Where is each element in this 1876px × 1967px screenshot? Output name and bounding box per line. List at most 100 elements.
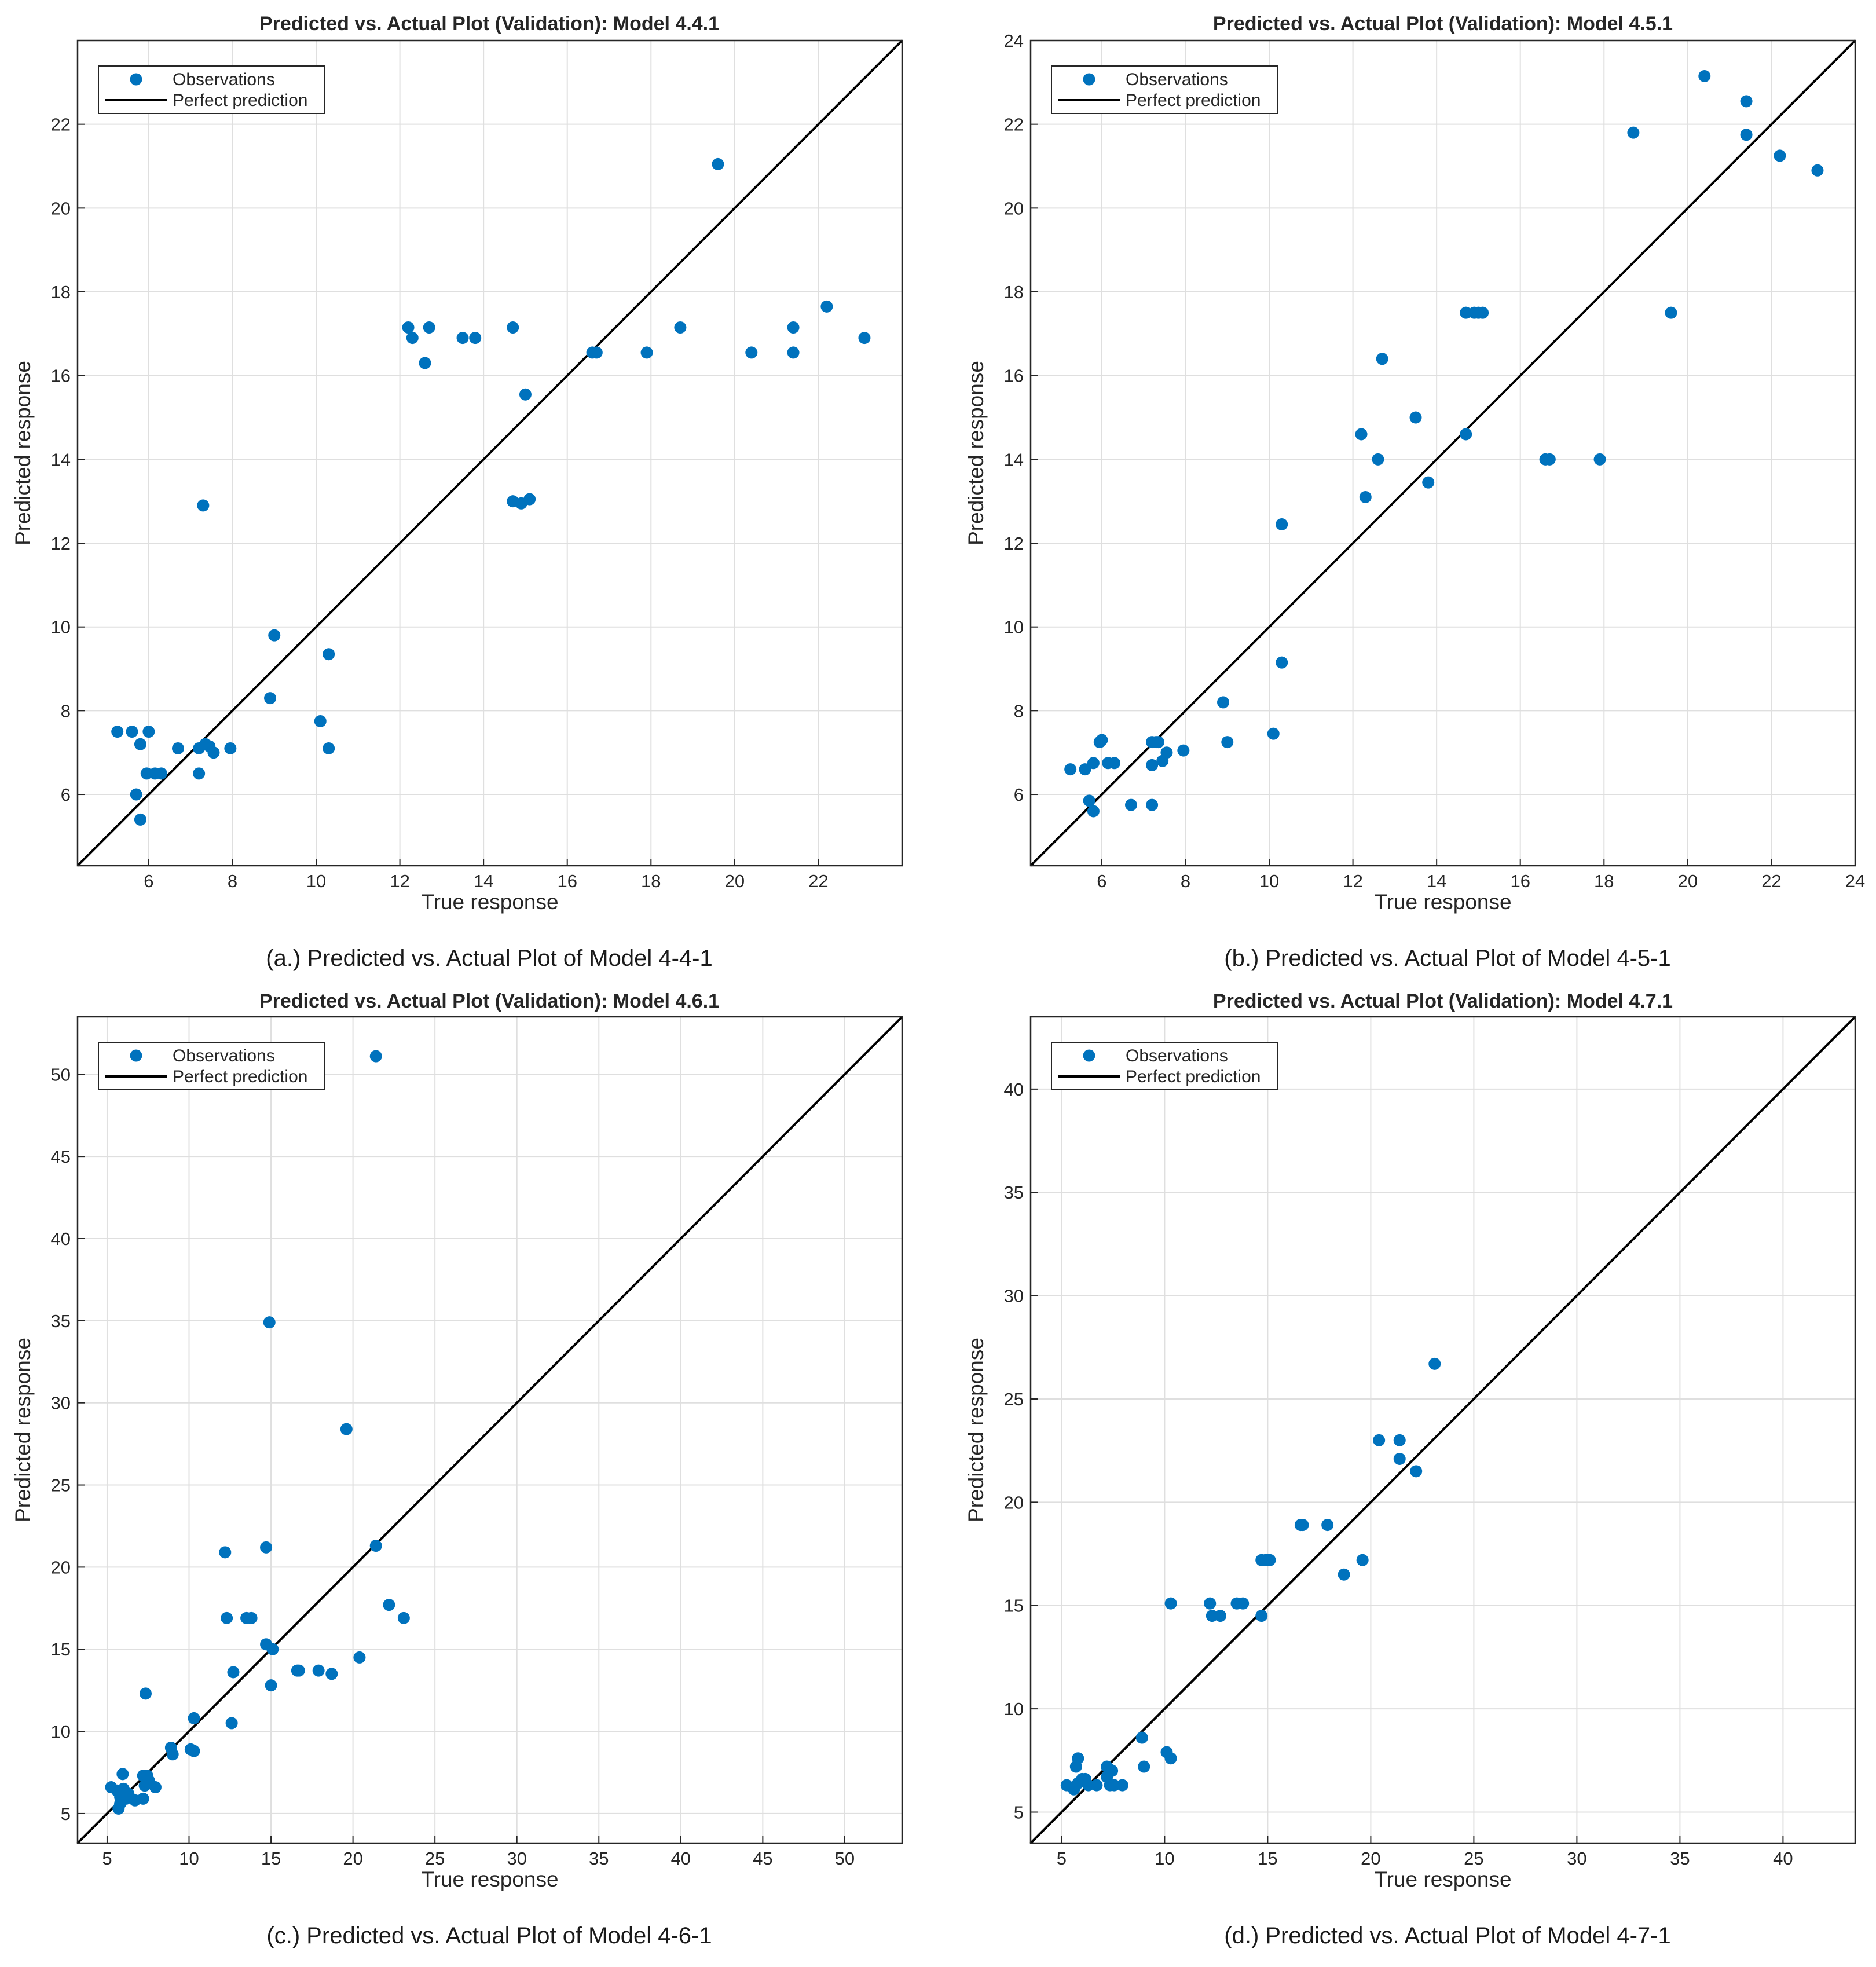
- panel-d-caption: (d.) Predicted vs. Actual Plot of Model …: [1224, 1923, 1670, 1948]
- panel-a-observation-point-25: [423, 321, 435, 334]
- panel-b-observation-point-9: [1124, 798, 1137, 811]
- panel-d-x-axis-label: True response: [1374, 1867, 1511, 1891]
- panel-a-x-axis-label: True response: [421, 890, 558, 914]
- panel-d-observation-point-38: [1373, 1434, 1386, 1446]
- panel-d-observation-point-40: [1393, 1452, 1406, 1465]
- panel-b-xtick-label-0: 6: [1097, 871, 1106, 891]
- panel-c-observation-point-24: [225, 1717, 238, 1730]
- panel-d-xtick-label-3: 20: [1361, 1848, 1380, 1869]
- panel-c-xtick-label-6: 35: [589, 1848, 609, 1869]
- panel-b-observation-point-22: [1276, 656, 1288, 669]
- panel-b-xtick-label-5: 16: [1510, 871, 1530, 891]
- panel-d-ytick-label-6: 35: [1004, 1182, 1024, 1203]
- panel-a-observation-point-16: [224, 742, 237, 754]
- panel-a-observation-point-2: [130, 788, 142, 801]
- panel-d-y-axis-label: Predicted response: [964, 1338, 988, 1522]
- panel-c-caption: (c.) Predicted vs. Actual Plot of Model …: [266, 1923, 712, 1948]
- panel-b-observation-point-4: [1087, 757, 1100, 770]
- panel-c-xtick-label-5: 30: [507, 1848, 526, 1869]
- panel-d-xtick-label-5: 30: [1567, 1848, 1586, 1869]
- panel-d: Predicted vs. Actual Plot (Validation): …: [964, 990, 1856, 1948]
- panel-a-ytick-label-2: 10: [51, 617, 71, 638]
- panel-d-xtick-label-6: 35: [1670, 1848, 1690, 1869]
- panel-d-observation-point-9: [1090, 1779, 1103, 1792]
- panel-d-ytick-label-2: 15: [1004, 1596, 1024, 1616]
- panel-b-observation-point-26: [1376, 353, 1388, 365]
- panel-d-observation-point-17: [1135, 1731, 1148, 1744]
- panel-b-ytick-label-3: 12: [1004, 533, 1024, 554]
- panel-c-ytick-label-5: 30: [51, 1393, 71, 1413]
- panel-a-observation-point-39: [787, 321, 800, 334]
- panel-c-observation-point-18: [166, 1748, 179, 1761]
- panel-b-observation-point-10: [1146, 759, 1159, 771]
- panel-a-axes-frame: [76, 39, 903, 867]
- panel-d-legend-observations-label: Observations: [1126, 1046, 1228, 1065]
- panel-b-observation-point-25: [1372, 453, 1384, 466]
- panel-b-ytick-label-7: 20: [1004, 198, 1024, 218]
- panel-b-observation-point-2: [1083, 794, 1095, 807]
- panel-b-xtick-label-1: 8: [1181, 871, 1190, 891]
- panel-c-ytick-label-1: 10: [51, 1721, 71, 1742]
- panel-d-observation-point-37: [1356, 1554, 1369, 1566]
- panel-c-observation-point-21: [188, 1712, 200, 1724]
- panel-b-observation-point-30: [1460, 428, 1472, 441]
- panel-b-observation-point-0: [1064, 763, 1077, 776]
- panel-a-observation-point-34: [590, 346, 603, 359]
- panel-b-observation-point-28: [1422, 476, 1435, 489]
- panel-a-observation-point-9: [171, 742, 184, 754]
- panel-a-xtick-label-0: 6: [144, 871, 153, 891]
- panel-a-xtick-label-2: 10: [306, 871, 326, 891]
- panel-d-observation-point-16: [1116, 1779, 1128, 1792]
- panel-a-ytick-label-3: 12: [51, 533, 71, 554]
- panel-c-xtick-label-7: 40: [671, 1848, 691, 1869]
- panel-c-xtick-label-3: 20: [343, 1848, 362, 1869]
- panel-a-observation-point-1: [126, 726, 138, 738]
- panel-d-xtick-label-2: 15: [1258, 1848, 1277, 1869]
- panel-a-xtick-label-3: 12: [390, 871, 409, 891]
- panel-c-observation-point-28: [260, 1541, 273, 1554]
- panel-b-xtick-label-6: 18: [1594, 871, 1614, 891]
- panel-c-observation-point-38: [353, 1651, 366, 1664]
- panel-a-legend-observations-label: Observations: [173, 70, 275, 89]
- panel-c-ytick-label-7: 40: [51, 1229, 71, 1249]
- panel-a-observation-point-6: [142, 726, 155, 738]
- panel-a-observation-point-35: [640, 346, 653, 359]
- panel-a-observation-point-19: [314, 715, 327, 727]
- panel-c-observation-point-30: [263, 1316, 276, 1329]
- panel-b-ytick-label-9: 24: [1004, 31, 1024, 51]
- panel-a-ytick-label-1: 8: [61, 701, 71, 721]
- panel-c-xtick-label-9: 50: [835, 1848, 855, 1869]
- panel-d-perfect-prediction-line: [1029, 1016, 1856, 1844]
- panel-d-axes-frame: [1029, 1016, 1856, 1844]
- panel-a-legend-perfect-prediction-label: Perfect prediction: [173, 91, 307, 110]
- panel-b-xtick-label-9: 24: [1845, 871, 1865, 891]
- panel-b-observation-point-40: [1740, 95, 1753, 108]
- panel-b-observation-point-38: [1665, 306, 1677, 319]
- panel-d-legend-observations-marker: [1083, 1049, 1095, 1062]
- panel-a-observation-point-24: [419, 357, 431, 369]
- panel-d-ytick-label-3: 20: [1004, 1492, 1024, 1512]
- panel-a-xtick-label-5: 16: [557, 871, 577, 891]
- panel-a-xtick-label-7: 20: [725, 871, 745, 891]
- panel-c-observation-point-23: [221, 1611, 233, 1624]
- panel-d-observation-point-36: [1338, 1568, 1350, 1581]
- panel-a-y-axis-label: Predicted response: [11, 361, 35, 545]
- panel-b-observation-point-33: [1476, 306, 1489, 319]
- panel-c-ytick-label-2: 15: [51, 1639, 71, 1660]
- panel-d-observation-point-21: [1164, 1597, 1177, 1610]
- panel-b-axes-frame: [1029, 39, 1856, 867]
- panel-c-legend-observations-label: Observations: [173, 1046, 275, 1065]
- panel-b-observation-point-14: [1150, 736, 1163, 749]
- panel-a-observation-point-5: [140, 767, 153, 780]
- panel-a-observation-point-17: [264, 692, 277, 705]
- panel-b-observation-point-43: [1811, 164, 1824, 177]
- panel-b-x-axis-label: True response: [1374, 890, 1511, 914]
- panel-d-observation-point-3: [1072, 1752, 1084, 1765]
- panel-a-caption: (a.) Predicted vs. Actual Plot of Model …: [266, 946, 712, 971]
- panel-c-observation-point-36: [325, 1668, 338, 1680]
- panel-a-observation-point-38: [745, 346, 758, 359]
- panel-a-xtick-label-6: 18: [641, 871, 661, 891]
- panel-a-ytick-label-0: 6: [61, 785, 71, 805]
- panel-b-observation-point-12: [1146, 798, 1159, 811]
- panel-d-xtick-label-4: 25: [1464, 1848, 1483, 1869]
